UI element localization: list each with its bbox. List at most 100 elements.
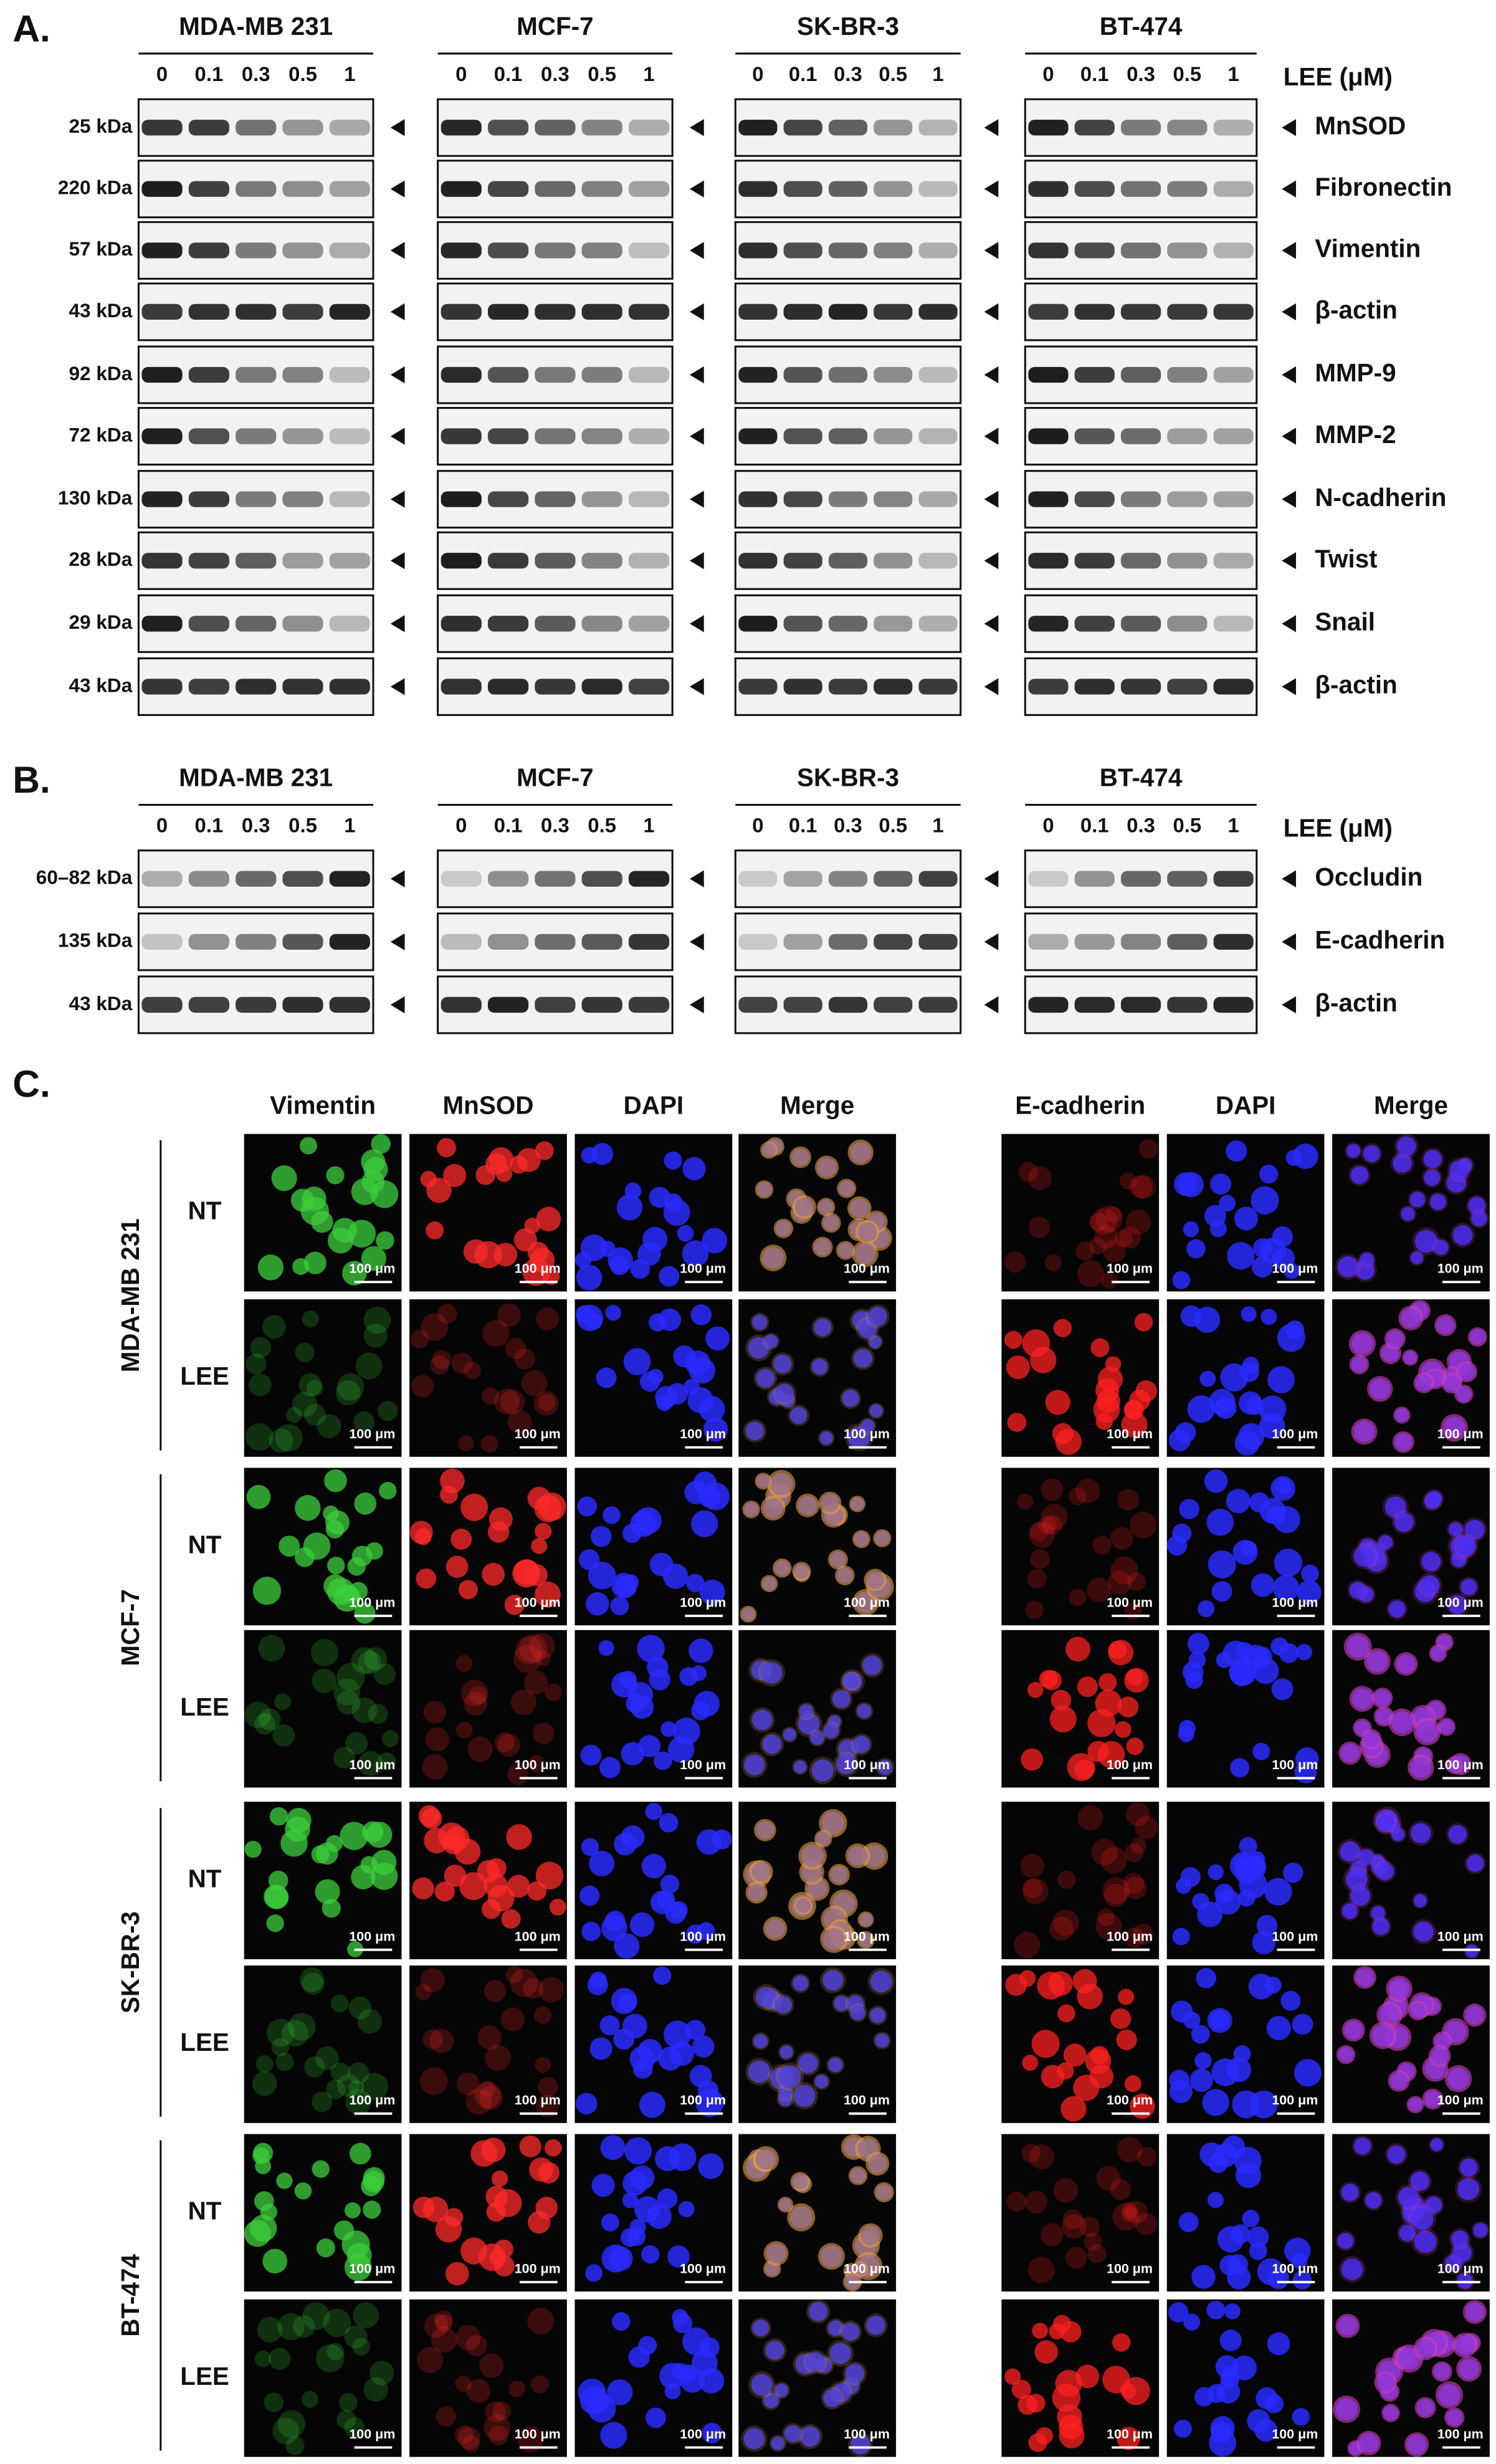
band — [188, 679, 229, 695]
arrow — [390, 552, 405, 570]
band — [1167, 491, 1208, 507]
cell — [702, 1228, 728, 1254]
cell — [873, 2032, 891, 2050]
cell — [769, 2435, 787, 2452]
cell — [374, 1663, 396, 1685]
cell — [743, 1419, 767, 1443]
scale-bar-label: 100 μm — [680, 2261, 726, 2276]
cell — [1369, 2022, 1397, 2050]
cell — [479, 2086, 503, 2111]
cell — [303, 2056, 325, 2078]
cell — [507, 1874, 530, 1898]
image-background — [409, 2299, 567, 2457]
cell — [847, 1139, 874, 1166]
lane-label: 0.5 — [879, 814, 907, 837]
band — [628, 366, 670, 383]
band — [783, 871, 822, 887]
blot — [1024, 98, 1258, 157]
cell — [1108, 1640, 1134, 1666]
cell — [422, 2029, 443, 2050]
cell — [1030, 1522, 1049, 1541]
cell — [1129, 1511, 1157, 1539]
lane-label: 0.5 — [288, 62, 317, 85]
band — [738, 120, 778, 136]
band — [236, 120, 277, 136]
arrow — [689, 933, 704, 950]
cell — [639, 2091, 665, 2118]
cell — [803, 2349, 828, 2374]
cell — [1178, 2212, 1199, 2232]
nucleus — [813, 1318, 832, 1337]
cell — [1025, 2190, 1048, 2213]
cell — [1234, 1206, 1259, 1231]
cell — [348, 1997, 372, 2020]
band — [236, 616, 277, 632]
cell — [381, 1730, 399, 1747]
cell — [605, 1304, 621, 1321]
scale-bar-label: 100 μm — [1107, 1595, 1153, 1610]
cell — [1092, 1535, 1112, 1555]
band — [487, 303, 529, 320]
cell — [336, 1690, 361, 1715]
cell — [1229, 1758, 1250, 1778]
cell — [1374, 2371, 1397, 2394]
cell — [826, 2055, 845, 2075]
cell — [630, 2165, 655, 2190]
cell — [809, 1356, 830, 1377]
cell — [1464, 1852, 1486, 1874]
cell — [360, 1856, 378, 1874]
condition-label: NT — [188, 1864, 222, 1893]
band — [628, 679, 670, 695]
lane-label: 0.1 — [494, 62, 523, 85]
cell — [344, 2325, 368, 2349]
blot — [734, 221, 962, 280]
scale-bar-label: 100 μm — [349, 1757, 395, 1772]
cell — [316, 2344, 345, 2373]
cell — [1272, 1226, 1294, 1248]
cell — [826, 2318, 846, 2338]
cell — [1251, 1186, 1279, 1215]
arrow — [689, 490, 704, 508]
panel-label: C. — [12, 1062, 50, 1105]
band — [535, 871, 576, 887]
cell — [282, 2020, 308, 2047]
band — [236, 366, 277, 383]
cell-line-header: MDA-MB 231 — [179, 763, 333, 792]
cell — [492, 2401, 512, 2421]
nucleus — [1350, 1886, 1371, 1906]
band — [236, 428, 277, 444]
cell — [1087, 2243, 1107, 2263]
band — [1074, 366, 1115, 383]
arrow — [1282, 933, 1297, 950]
cell — [1011, 2379, 1031, 2399]
band — [1120, 181, 1161, 197]
cell — [679, 1667, 698, 1686]
cell — [1414, 2397, 1436, 2419]
cell — [1211, 2422, 1232, 2443]
cell — [1208, 2153, 1229, 2174]
cell — [491, 2170, 508, 2187]
lane-label: 0 — [1042, 814, 1054, 837]
cell — [1284, 2237, 1311, 2265]
cell — [1207, 2192, 1224, 2209]
cell — [1396, 2222, 1418, 2243]
cell — [488, 2425, 508, 2446]
cell — [753, 1366, 778, 1390]
cell — [1457, 2156, 1480, 2179]
cell — [271, 2038, 290, 2056]
cell — [623, 1348, 651, 1375]
cell — [527, 1881, 547, 1901]
cell — [444, 2208, 464, 2227]
cell — [603, 1506, 621, 1524]
cell — [1057, 2004, 1075, 2023]
cell — [852, 1530, 870, 1549]
cell — [301, 2390, 319, 2408]
scale-bar-label: 100 μm — [1272, 1595, 1318, 1610]
band — [783, 616, 822, 632]
cell — [295, 1495, 321, 1521]
scale-bar-label: 100 μm — [1437, 1595, 1484, 1610]
nucleus — [857, 1704, 872, 1719]
cell — [1280, 1990, 1301, 2011]
cell — [1454, 1534, 1479, 1559]
cell — [1115, 1721, 1132, 1738]
